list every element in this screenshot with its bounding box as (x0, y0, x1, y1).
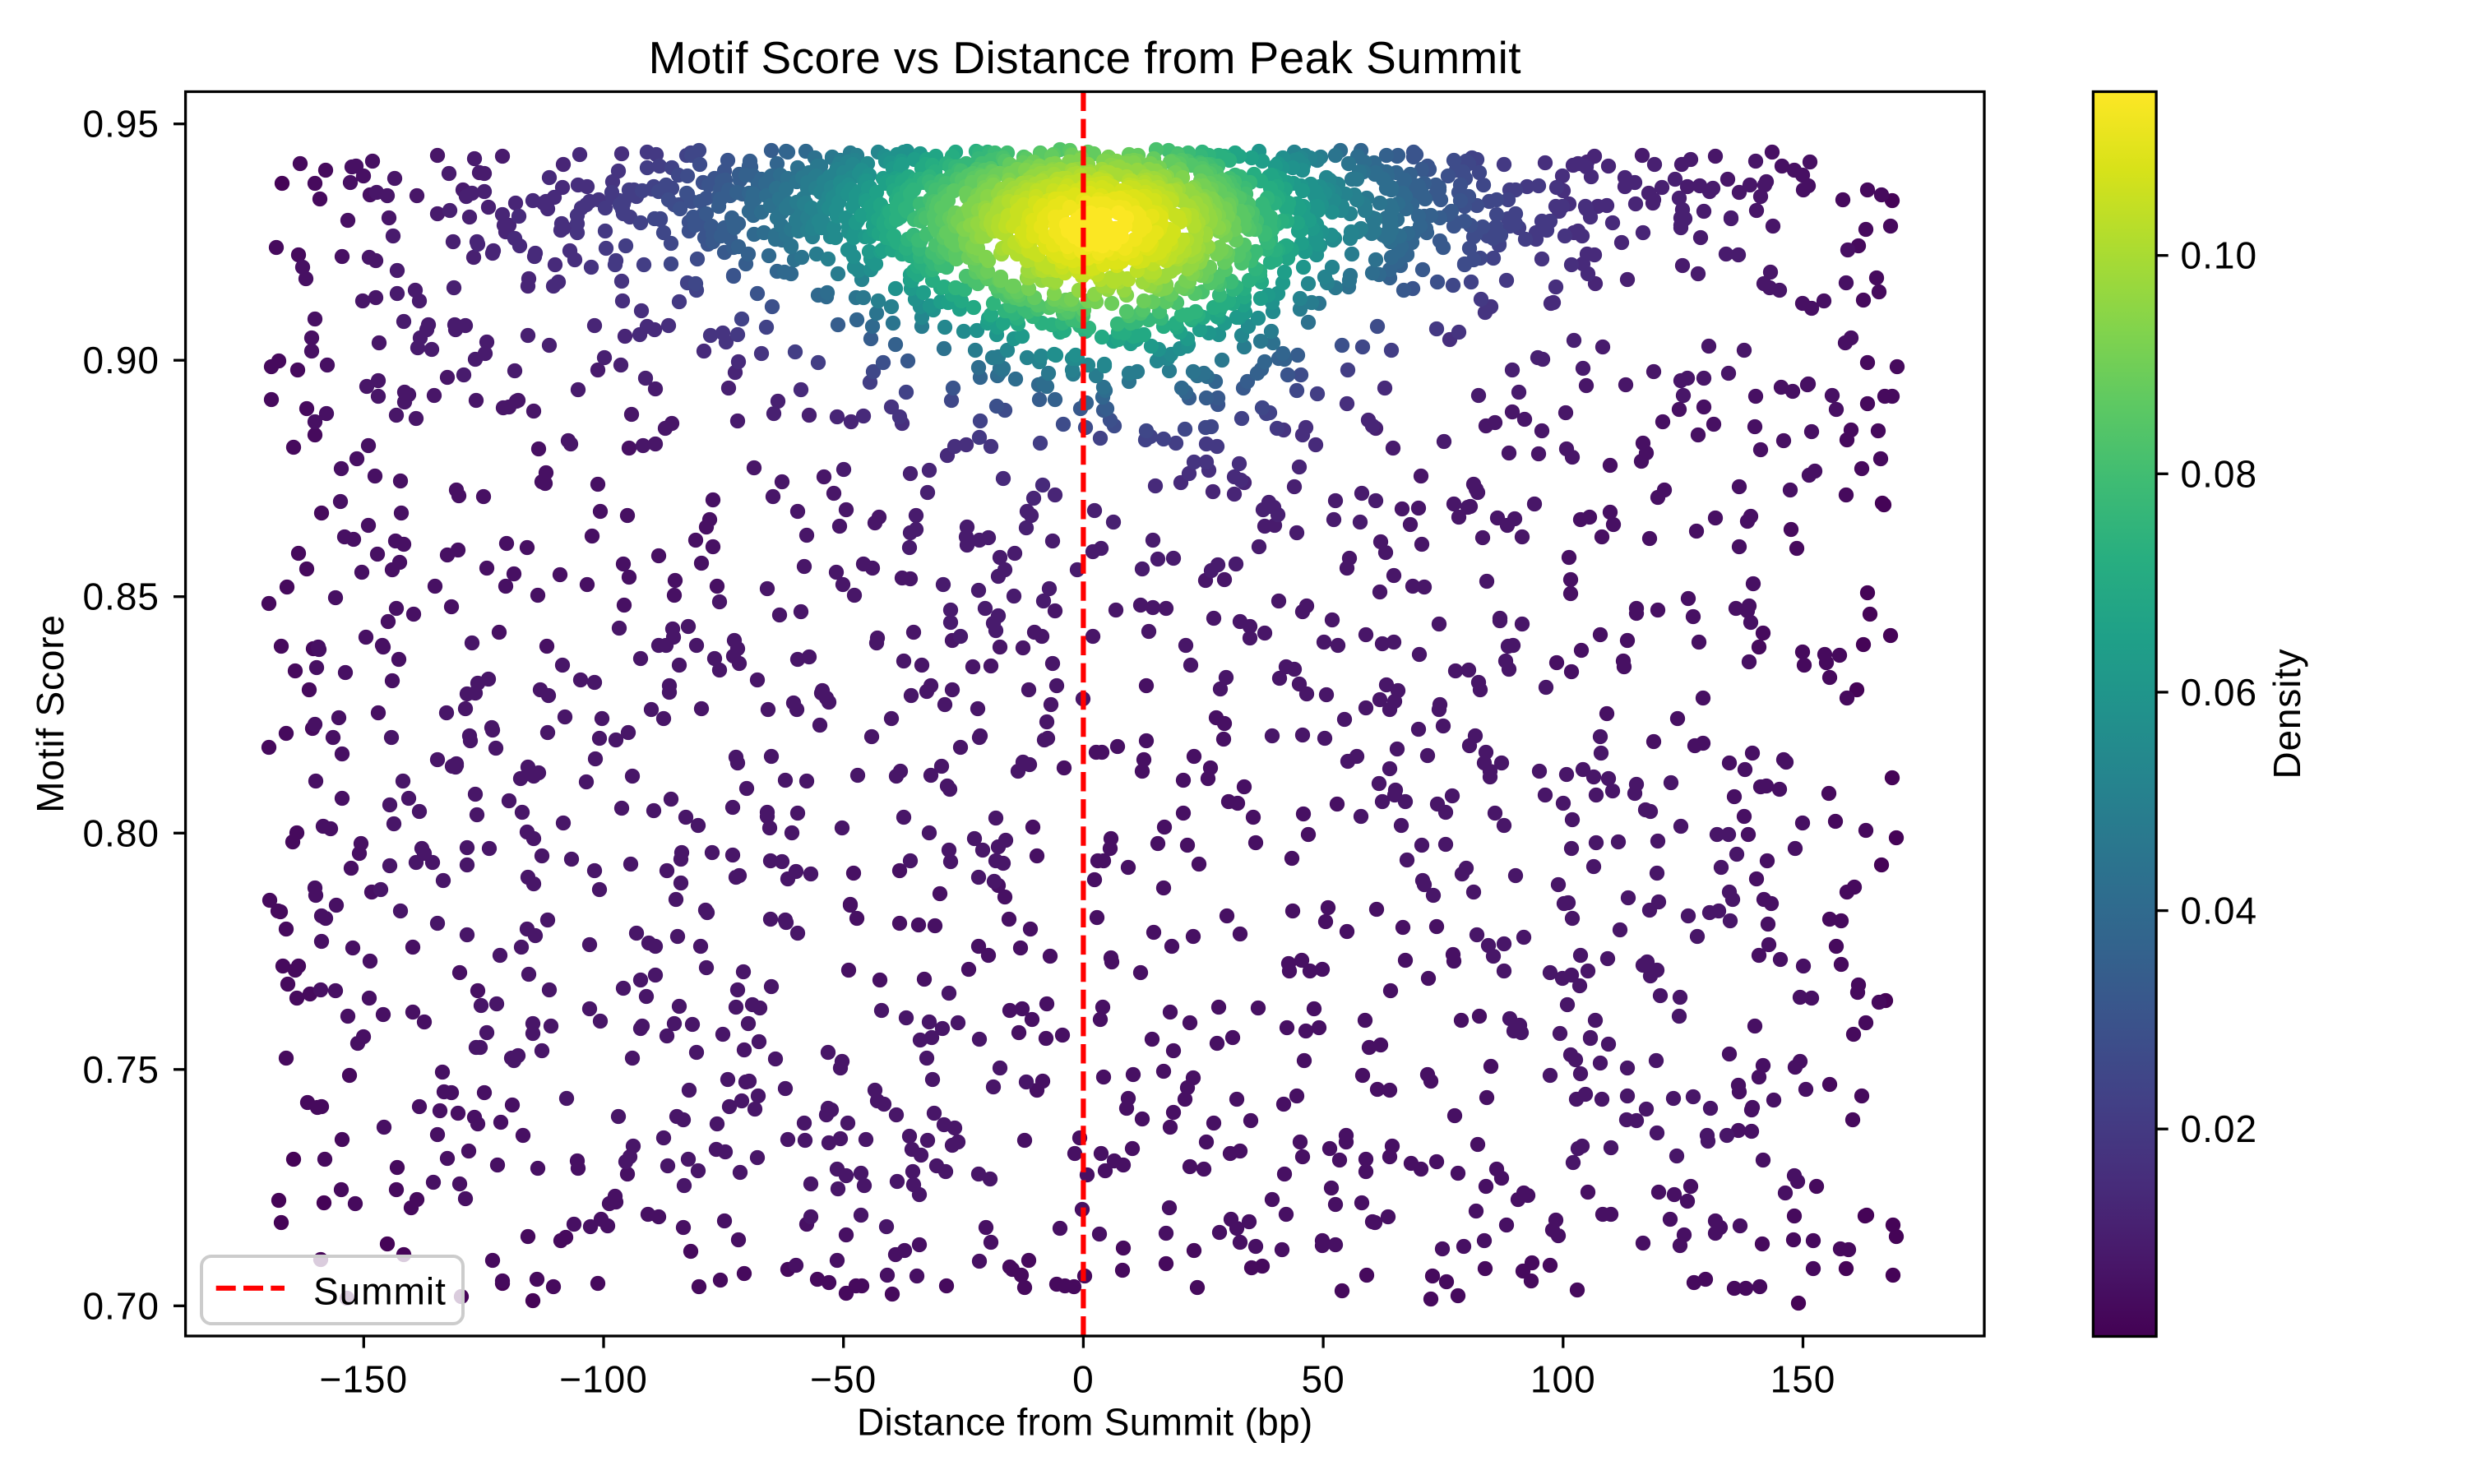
svg-text:Distance from Summit (bp): Distance from Summit (bp) (857, 1401, 1313, 1444)
svg-text:0.75: 0.75 (82, 1048, 160, 1091)
svg-text:Density: Density (2266, 649, 2308, 779)
svg-text:Summit: Summit (313, 1269, 447, 1312)
svg-text:Motif Score: Motif Score (29, 614, 72, 812)
svg-text:0.95: 0.95 (82, 103, 160, 146)
svg-text:0.02: 0.02 (2181, 1107, 2258, 1150)
svg-text:0.08: 0.08 (2181, 452, 2258, 495)
svg-text:0.85: 0.85 (82, 576, 160, 618)
svg-text:0.04: 0.04 (2181, 890, 2258, 932)
svg-text:150: 150 (1770, 1358, 1836, 1401)
svg-text:100: 100 (1530, 1358, 1596, 1401)
svg-text:−100: −100 (559, 1358, 648, 1401)
svg-text:−150: −150 (319, 1358, 408, 1401)
svg-text:−50: −50 (810, 1358, 877, 1401)
svg-text:Motif Score vs Distance from P: Motif Score vs Distance from Peak Summit (649, 32, 1521, 83)
svg-text:0.90: 0.90 (82, 339, 160, 381)
svg-text:0.80: 0.80 (82, 811, 160, 854)
svg-text:0: 0 (1072, 1358, 1095, 1401)
svg-text:50: 50 (1302, 1358, 1345, 1401)
svg-text:0.70: 0.70 (82, 1284, 160, 1327)
svg-text:0.06: 0.06 (2181, 671, 2258, 714)
svg-text:0.10: 0.10 (2181, 234, 2258, 277)
